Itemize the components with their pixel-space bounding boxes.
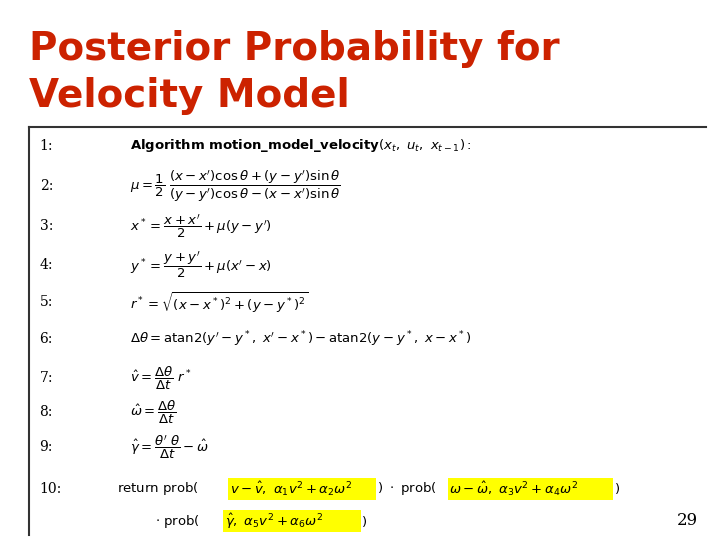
Text: 10:: 10: <box>40 482 62 496</box>
FancyBboxPatch shape <box>448 478 613 500</box>
Text: 4:: 4: <box>40 258 53 272</box>
Text: $\mathbf{Algorithm\ motion\_model\_velocity}(x_t,\ u_t,\ x_{t-1}):$: $\mathbf{Algorithm\ motion\_model\_veloc… <box>130 137 472 154</box>
Text: $r^* = \sqrt{(x-x^*)^2 + (y-y^*)^2}$: $r^* = \sqrt{(x-x^*)^2 + (y-y^*)^2}$ <box>130 291 308 314</box>
FancyBboxPatch shape <box>223 510 361 532</box>
Text: $)\ \cdot\ \mathrm{prob}($: $)\ \cdot\ \mathrm{prob}($ <box>377 480 436 497</box>
Text: $\cdot\ \mathrm{prob}($: $\cdot\ \mathrm{prob}($ <box>155 512 199 530</box>
Text: $\mathrm{return}\ \mathrm{prob}($: $\mathrm{return}\ \mathrm{prob}($ <box>117 480 199 497</box>
Text: $)$: $)$ <box>361 514 367 529</box>
Text: $)$: $)$ <box>614 481 620 496</box>
Text: $\omega - \hat{\omega},\ \alpha_3 v^2 + \alpha_4\omega^2$: $\omega - \hat{\omega},\ \alpha_3 v^2 + … <box>449 480 578 498</box>
Text: 6:: 6: <box>40 332 53 346</box>
Text: $\Delta\theta = \mathrm{atan2}(y'-y^*,\ x'-x^*) - \mathrm{atan2}(y-y^*,\ x-x^*)$: $\Delta\theta = \mathrm{atan2}(y'-y^*,\ … <box>130 329 471 349</box>
Text: Posterior Probability for
Velocity Model: Posterior Probability for Velocity Model <box>29 30 559 114</box>
FancyBboxPatch shape <box>228 478 376 500</box>
Text: $v - \hat{v},\ \alpha_1 v^2 + \alpha_2\omega^2$: $v - \hat{v},\ \alpha_1 v^2 + \alpha_2\o… <box>230 480 352 498</box>
Text: 2:: 2: <box>40 179 53 193</box>
Text: $\hat{\gamma},\ \alpha_5 v^2 + \alpha_6\omega^2$: $\hat{\gamma},\ \alpha_5 v^2 + \alpha_6\… <box>225 511 323 531</box>
Text: 8:: 8: <box>40 405 53 419</box>
Text: 5:: 5: <box>40 295 53 309</box>
Text: 7:: 7: <box>40 371 53 385</box>
Text: 3:: 3: <box>40 219 53 233</box>
Text: $\hat{v} = \dfrac{\Delta\theta}{\Delta t}\ r^*$: $\hat{v} = \dfrac{\Delta\theta}{\Delta t… <box>130 364 191 391</box>
Text: 29: 29 <box>678 512 698 529</box>
Text: $\hat{\gamma} = \dfrac{\theta'\ \theta}{\Delta t} - \hat{\omega}$: $\hat{\gamma} = \dfrac{\theta'\ \theta}{… <box>130 433 209 461</box>
Text: $y^* = \dfrac{y+y'}{2} + \mu(x' - x)$: $y^* = \dfrac{y+y'}{2} + \mu(x' - x)$ <box>130 249 271 280</box>
Text: $\mu = \dfrac{1}{2}\ \dfrac{(x-x')\cos\theta + (y-y')\sin\theta}{(y-y')\cos\thet: $\mu = \dfrac{1}{2}\ \dfrac{(x-x')\cos\t… <box>130 168 341 204</box>
Text: $\hat{\omega} = \dfrac{\Delta\theta}{\Delta t}$: $\hat{\omega} = \dfrac{\Delta\theta}{\De… <box>130 399 176 426</box>
Text: 1:: 1: <box>40 139 53 153</box>
Text: 9:: 9: <box>40 440 53 454</box>
Text: $x^* = \dfrac{x+x'}{2} + \mu(y - y')$: $x^* = \dfrac{x+x'}{2} + \mu(y - y')$ <box>130 212 271 240</box>
